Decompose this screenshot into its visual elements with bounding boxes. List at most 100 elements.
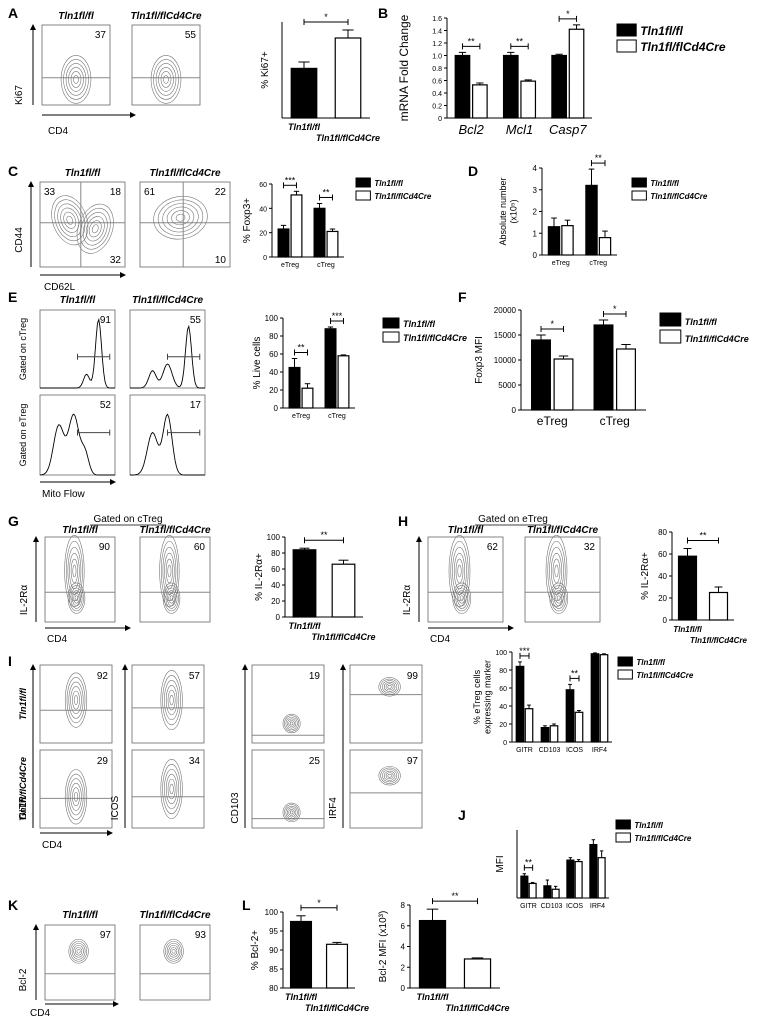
contour [165,940,183,962]
bar [325,943,349,989]
flow-plot [39,309,116,389]
row-label: Tln1fl/fl [18,688,28,720]
y-tick-label: 4 [533,164,538,173]
y-tick-label: 0.8 [432,66,442,73]
contour [555,592,563,604]
gate-percentage: 52 [100,400,112,411]
x-tick-label: eTreg [292,413,310,420]
bar [454,54,471,119]
contour [385,772,394,780]
x-tick-label: Tln1fl/fl [673,625,702,634]
contour [167,778,176,800]
legend-label: Tln1fl/flCd4Cre [634,834,691,843]
x-tick-label: GITR [516,747,533,754]
flow-plot [39,394,116,476]
contour [64,769,88,825]
contour [63,59,89,100]
histogram [130,324,205,389]
legend-swatch [355,190,371,201]
x-axis-label: CD4 [48,126,68,137]
legend-swatch [616,23,637,37]
contour [73,75,79,84]
contour [68,681,84,719]
panel-letter: G [8,513,19,529]
significance-label: * [550,319,554,329]
contour [160,759,183,819]
panel-letter: B [378,5,388,21]
y-tick-label: 4 [401,943,406,952]
contour [169,694,174,706]
y-tick-label: 0 [401,984,406,993]
bar [677,555,698,621]
contour [66,215,74,225]
y-axis-label: mRNA Fold Change [397,14,411,121]
x-tick-label: CD103 [539,747,561,754]
contour [160,71,172,88]
flow-plot [524,536,601,623]
significance-label: ** [525,858,533,868]
y-tick-label: 100 [265,314,279,323]
significance-label: *** [285,175,296,185]
legend-label: Tln1fl/fl [636,658,665,667]
contour [453,585,470,612]
bar [290,67,318,119]
legend-swatch [615,832,631,843]
panel-letter: H [398,513,408,529]
gate-percentage: 60 [194,542,206,553]
row-label: Gated on cTreg [18,318,28,380]
x-axis-label: Mito Flow [42,489,86,500]
y-axis-label: Ki67 [14,85,25,105]
column-header: Tln1fl/flCd4Cre [139,525,211,536]
bar [326,230,339,258]
x-tick-label: CD103 [541,903,563,910]
y-tick-label: 20 [271,597,280,606]
y-tick-label: 0 [263,255,267,262]
contour [72,787,80,807]
flow-plot [39,664,113,744]
y-tick-label: 0 [438,116,442,123]
significance-label: * [613,304,617,314]
contour [163,75,169,84]
bar [515,665,525,743]
x-axis-label: CD4 [30,1008,50,1018]
contour [158,67,174,92]
column-header: Tln1fl/fl [62,525,98,536]
bar [520,80,537,119]
gate-percentage: 37 [95,30,107,41]
y-axis-label: IRF4 [328,797,339,819]
contour [91,224,99,234]
bar [524,708,534,743]
contour [282,713,301,734]
row-label: Gated on eTreg [18,404,28,467]
y-tick-label: 90 [269,946,278,955]
x-tick-label: Tln1fl/flCd4Cre [316,133,380,143]
significance-label: *** [519,646,530,656]
y-tick-label: 40 [259,206,267,213]
bar [566,859,575,899]
significance-label: ** [699,531,707,541]
gate-percentage: 55 [190,315,202,326]
significance-label: ** [516,36,524,46]
y-axis-label: % IL-2Rα+ [640,552,651,600]
panel-title: Gated on eTreg [478,514,548,525]
flow-plot [39,181,126,268]
gate-percentage: 55 [185,30,197,41]
y-tick-label: 0 [503,740,507,747]
contour [159,534,180,607]
y-tick-label: 80 [269,332,278,341]
bar [599,654,609,743]
column-header: Tln1fl/fl [65,168,101,179]
legend-label: Tln1fl/fl [374,179,403,188]
column-header: Tln1fl/flCd4Cre [527,525,599,536]
contour [284,804,300,821]
y-axis-label: IL-2Rα [402,585,413,615]
contour [70,71,82,88]
y-tick-label: 2 [401,963,406,972]
contour [85,216,105,242]
y-axis-label: Absolute number [498,177,508,245]
contour [164,768,180,810]
x-axis-label: CD4 [47,634,67,645]
x-tick-label: IRF4 [592,747,607,754]
y-axis-label: % Bcl-2+ [250,930,261,970]
contour [285,716,298,731]
